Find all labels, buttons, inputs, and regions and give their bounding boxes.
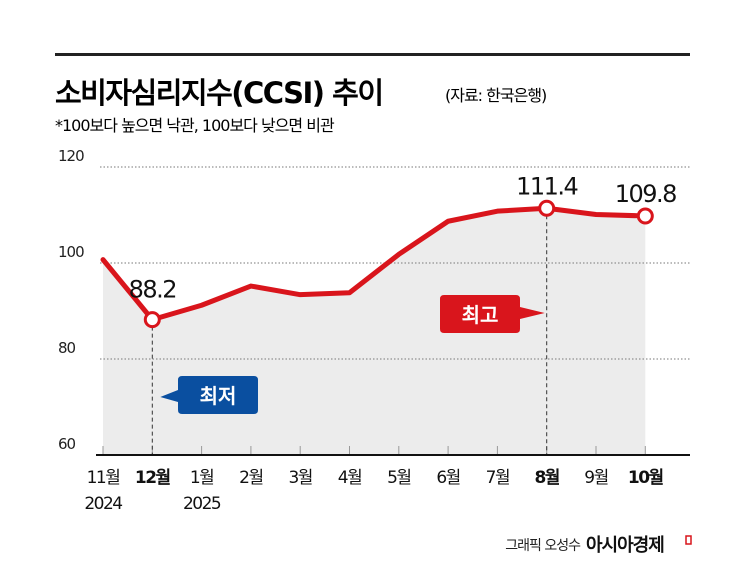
x-tick-label: 5월 <box>387 468 410 488</box>
x-tick-label: 7월 <box>486 468 509 488</box>
data-point-marker <box>538 199 556 217</box>
y-tick-label: 100 <box>58 243 84 261</box>
low-callout-box <box>160 376 258 414</box>
credit: 그래픽 오성수 <box>505 538 581 554</box>
data-label: 109.8 <box>615 180 676 208</box>
x-tick-label: 4월 <box>338 468 361 488</box>
data-point-marker <box>143 311 161 329</box>
data-label: 111.4 <box>516 172 577 200</box>
x-tick-label: 2월 <box>239 468 262 488</box>
y-tick-label: 80 <box>58 339 76 357</box>
chart-source: (자료: 한국은행) <box>445 86 546 105</box>
data-point-marker <box>636 207 654 225</box>
x-year-label: 2024 <box>84 494 122 514</box>
chart-title: 소비자심리지수(CCSI) 추이 <box>55 76 383 110</box>
high-callout-label: 최고 <box>462 303 499 327</box>
plot-area: 60 80 100 120 88.2 111.4 109.8 11월 12월 1월 2월 3월 4월 5월… <box>58 147 690 514</box>
x-tick-label: 6월 <box>436 468 459 488</box>
x-tick-label: 8월 <box>534 468 559 488</box>
x-tick-label: 10월 <box>628 468 664 488</box>
top-rule <box>55 53 690 56</box>
x-year-label: 2025 <box>183 494 221 514</box>
x-tick-label: 12월 <box>135 468 171 488</box>
area-fill <box>103 208 646 455</box>
x-tick-label: 1월 <box>190 468 213 488</box>
x-tick-label: 11월 <box>87 468 120 488</box>
x-tick-label: 9월 <box>584 468 607 488</box>
y-tick-label: 120 <box>58 147 84 165</box>
high-callout-box <box>440 295 545 333</box>
y-tick-label: 60 <box>58 435 76 453</box>
brand-mark-icon <box>685 535 692 545</box>
low-callout-label: 최저 <box>200 384 237 408</box>
brand-logo: 아시아경제 <box>586 535 664 556</box>
data-label: 88.2 <box>129 276 176 304</box>
x-tick-label: 3월 <box>288 468 311 488</box>
chart-subtitle: *100보다 높으면 낙관, 100보다 낮으면 비관 <box>55 116 335 135</box>
